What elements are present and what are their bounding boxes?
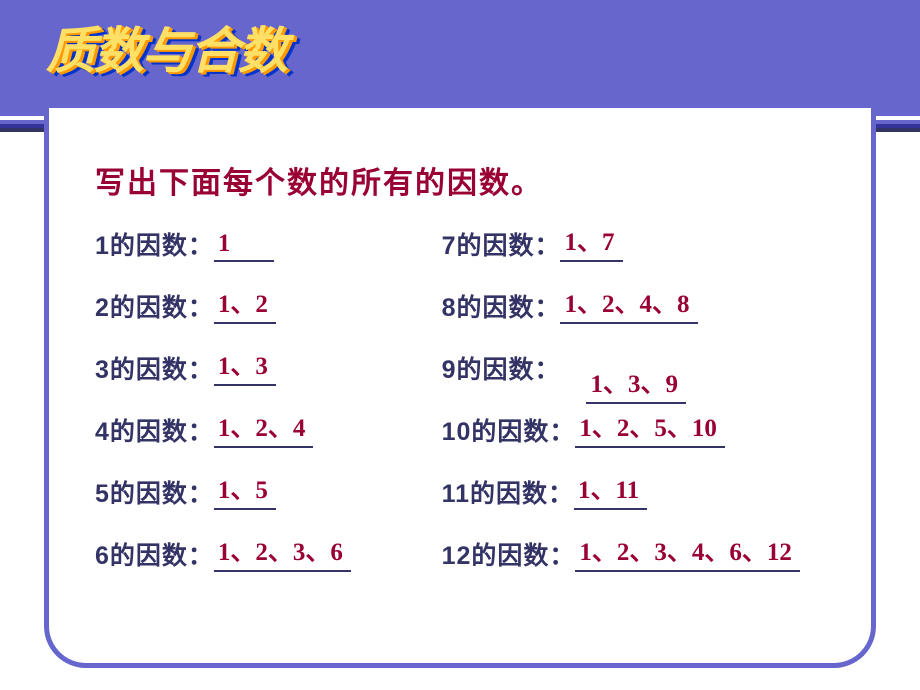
factor-answer: 1、2 [214, 284, 276, 324]
factor-row: 4的因数： 1、2、4 [95, 420, 442, 448]
factor-row: 3的因数： 1、3 [95, 358, 442, 386]
factor-answer: 1、11 [574, 470, 647, 510]
instruction-text: 写出下面每个数的所有的因数。 [95, 158, 835, 202]
factor-label: 3的因数： [95, 350, 214, 386]
title-layer-front: 质数与合数 [46, 26, 286, 76]
factor-label: 5的因数： [95, 474, 214, 510]
factor-label: 4的因数： [95, 412, 214, 448]
factor-row: 7的因数： 1、7 [442, 234, 835, 262]
factor-answer: 1、2、4、8 [560, 284, 697, 324]
factor-label: 10的因数： [442, 412, 576, 448]
factor-row: 8的因数： 1、2、4、8 [442, 296, 835, 324]
factor-label: 7的因数： [442, 226, 561, 262]
factor-label: 9的因数： [442, 350, 561, 386]
factor-answer: 1、2、3、6 [214, 532, 351, 572]
factor-row: 6的因数： 1、2、3、6 [95, 544, 442, 572]
factor-row: 9的因数： 1、3、9 [442, 358, 835, 386]
factor-row: 10的因数： 1、2、5、10 [442, 420, 835, 448]
factor-answer: 1、7 [560, 222, 622, 262]
factor-answer: 1、5 [214, 470, 276, 510]
factor-answer: 1、2、5、10 [575, 408, 725, 448]
factor-answer: 1 [214, 230, 274, 262]
factor-row: 11的因数： 1、11 [442, 482, 835, 510]
factor-label: 12的因数： [442, 536, 576, 572]
factor-row: 2的因数： 1、2 [95, 296, 442, 324]
right-column: 7的因数： 1、7 8的因数： 1、2、4、8 9的因数： 1、3、9 10的因… [442, 234, 835, 572]
content-box: 写出下面每个数的所有的因数。 1的因数： 1 2的因数： 1、2 3的因数： 1… [44, 108, 876, 668]
factor-answer: 1、2、4 [214, 408, 314, 448]
factor-row: 1的因数： 1 [95, 234, 442, 262]
factor-label: 2的因数： [95, 288, 214, 324]
factor-answer: 1、3 [214, 346, 276, 386]
factor-label: 11的因数： [442, 474, 574, 510]
factor-row: 12的因数： 1、2、3、4、6、12 [442, 544, 835, 572]
factor-label: 8的因数： [442, 288, 561, 324]
left-column: 1的因数： 1 2的因数： 1、2 3的因数： 1、3 4的因数： 1、2、4 … [95, 234, 442, 572]
factor-answer: 1、3、9 [586, 364, 686, 404]
factor-row: 5的因数： 1、5 [95, 482, 442, 510]
factor-label: 6的因数： [95, 536, 214, 572]
factor-columns: 1的因数： 1 2的因数： 1、2 3的因数： 1、3 4的因数： 1、2、4 … [95, 234, 835, 572]
factor-label: 1的因数： [95, 226, 214, 262]
factor-answer: 1、2、3、4、6、12 [575, 532, 800, 572]
